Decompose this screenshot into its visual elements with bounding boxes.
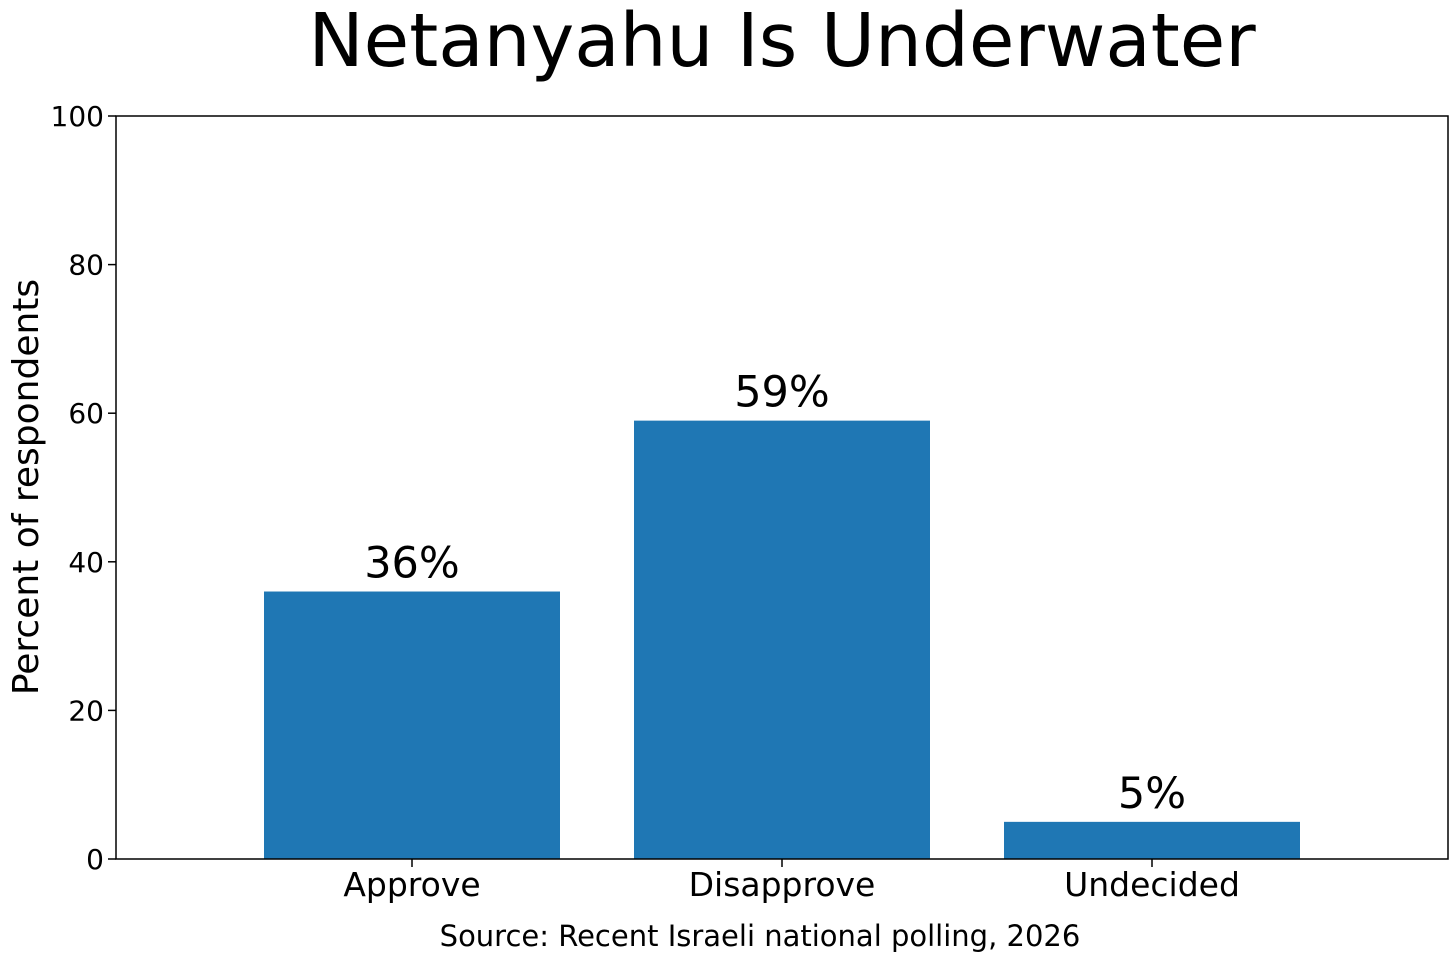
y-tick-label: 40 [68, 546, 104, 579]
bar-disapprove [634, 420, 930, 859]
y-axis: 0 20 40 60 80 100 [51, 100, 116, 876]
bars-group [264, 420, 1300, 859]
bar-value-labels: 36% 59% 5% [364, 368, 1186, 819]
chart-title: Netanyahu Is Underwater [308, 0, 1256, 84]
bar-undecided [1004, 821, 1300, 859]
y-axis-label: Percent of respondents [6, 279, 47, 695]
y-tick-label: 60 [68, 397, 104, 430]
y-tick-label: 100 [51, 100, 104, 133]
x-tick-label-approve: Approve [343, 865, 480, 904]
y-tick-label: 20 [68, 694, 104, 727]
bar-value-label-disapprove: 59% [734, 368, 830, 418]
x-tick-label-disapprove: Disapprove [689, 865, 876, 904]
x-axis: Approve Disapprove Undecided [343, 859, 1240, 904]
y-tick-label: 0 [86, 843, 104, 876]
x-tick-label-undecided: Undecided [1064, 865, 1240, 904]
x-axis-label: Source: Recent Israeli national polling,… [440, 919, 1081, 953]
bar-value-label-approve: 36% [364, 539, 460, 589]
bar-approve [264, 591, 560, 859]
y-tick-label: 80 [68, 249, 104, 282]
bar-value-label-undecided: 5% [1118, 769, 1186, 819]
